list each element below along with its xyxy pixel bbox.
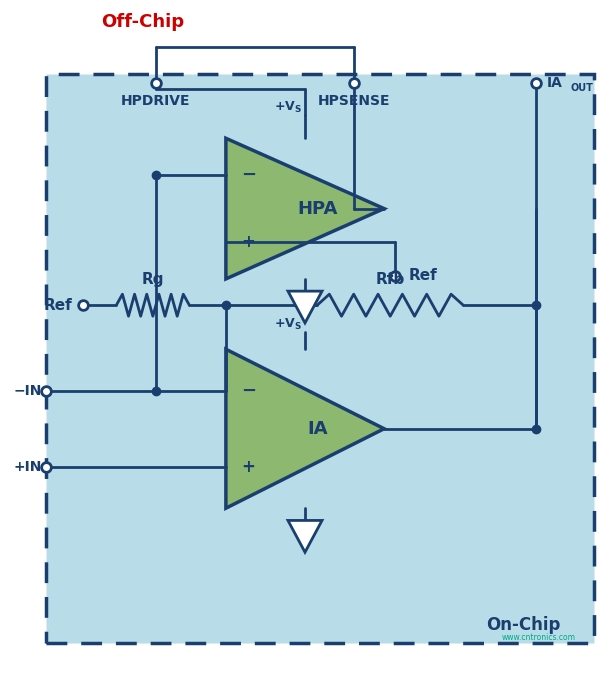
Text: HPDRIVE: HPDRIVE (121, 94, 191, 109)
Text: +: + (241, 233, 255, 251)
Text: Rg: Rg (142, 272, 164, 287)
Text: Rfb: Rfb (376, 272, 405, 287)
FancyBboxPatch shape (46, 74, 594, 643)
Text: HPA: HPA (297, 200, 337, 218)
Text: IA: IA (307, 420, 328, 437)
Text: HPSENSE: HPSENSE (317, 94, 390, 109)
Text: On-Chip: On-Chip (486, 615, 561, 634)
Polygon shape (226, 138, 384, 279)
Text: +: + (241, 458, 255, 476)
Text: −: − (241, 381, 256, 400)
Polygon shape (288, 520, 322, 552)
Text: Off-Chip: Off-Chip (101, 13, 184, 31)
Text: OUT: OUT (570, 83, 594, 93)
Text: Ref: Ref (409, 268, 437, 284)
Polygon shape (288, 291, 322, 323)
Text: Ref: Ref (43, 298, 72, 313)
Text: −IN: −IN (13, 384, 41, 398)
Text: $\mathbf{+V_S}$: $\mathbf{+V_S}$ (274, 317, 302, 332)
Text: +IN: +IN (13, 460, 41, 474)
Polygon shape (226, 349, 384, 508)
Text: www.cntronics.com: www.cntronics.com (502, 632, 576, 642)
Text: −: − (241, 166, 256, 184)
Text: IA: IA (547, 76, 563, 90)
Text: $\mathbf{+V_S}$: $\mathbf{+V_S}$ (274, 100, 302, 115)
